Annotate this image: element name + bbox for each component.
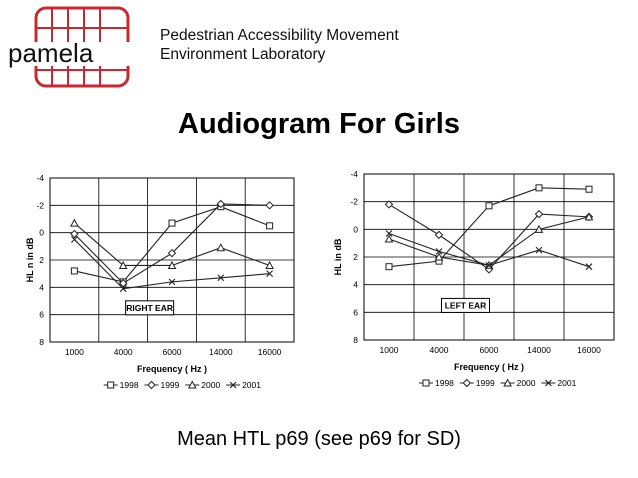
right-y-tick-label: 8 [39, 337, 44, 347]
right-point-2001 [119, 285, 127, 293]
slide-title: Audiogram For Girls [178, 108, 460, 140]
right-point-1999 [265, 201, 274, 210]
right-point-1999 [216, 199, 226, 209]
right-point-1999 [70, 229, 79, 239]
left-legend-label-1999: 1999 [476, 378, 495, 388]
right-point-1998 [70, 267, 78, 275]
right-point-2000 [265, 260, 274, 269]
right-y-axis-label: HL n in dB [25, 237, 35, 282]
right-x-tick-label: 4000 [114, 347, 133, 357]
right-point-2000 [216, 243, 226, 252]
slide-footer: Mean HTL p69 (see p69 for SD) [177, 428, 461, 450]
left-point-1998 [385, 263, 393, 271]
right-point-2001 [168, 278, 176, 286]
right-x-tick-label: 1000 [65, 347, 84, 357]
left-point-1998 [535, 184, 543, 192]
left-point-1999 [434, 230, 444, 240]
left-x-tick-label: 4000 [430, 345, 449, 355]
right-legend-marker-1998 [107, 381, 115, 389]
left-legend-marker-2000 [503, 378, 512, 387]
left-x-axis-label: Frequency ( Hz ) [454, 362, 524, 372]
left-series-line-1998 [388, 187, 590, 268]
right-y-tick-label: -2 [36, 200, 44, 210]
left-point-2001 [485, 261, 493, 269]
left-legend-label-2001: 2001 [557, 378, 576, 388]
left-legend-marker-1999 [462, 378, 472, 388]
right-point-2000 [70, 218, 79, 227]
left-point-2000 [584, 212, 594, 221]
left-legend-marker-2001 [545, 379, 552, 387]
left-legend-marker-1998 [422, 379, 430, 387]
left-y-tick-label: -2 [350, 197, 358, 207]
right-x-axis-label: Frequency ( Hz ) [137, 364, 207, 374]
right-legend-label-2001: 2001 [242, 380, 261, 390]
right-legend-marker-2000 [187, 380, 197, 389]
right-point-1999 [118, 279, 128, 288]
org-line-2: Environment Laboratory [160, 46, 326, 63]
left-y-tick-label: 0 [353, 224, 358, 234]
left-point-2001 [535, 246, 543, 254]
right-point-2000 [167, 260, 177, 269]
right-point-1998 [266, 222, 274, 230]
right-series-line-1998 [74, 206, 270, 283]
right-panel-label-box [125, 300, 175, 316]
right-x-tick-label: 14000 [209, 347, 233, 357]
right-y-tick-label: 6 [39, 310, 44, 320]
right-point-2001 [266, 270, 273, 278]
right-point-2000 [118, 260, 128, 269]
left-legend-label-1998: 1998 [435, 378, 454, 388]
left-point-1999 [384, 200, 394, 209]
left-x-tick-label: 14000 [527, 345, 551, 355]
right-x-tick-label: 16000 [258, 347, 282, 357]
right-y-tick-label: 2 [39, 255, 44, 265]
right-legend-marker-1999 [147, 380, 156, 390]
left-x-tick-label: 16000 [577, 345, 601, 355]
right-y-tick-label: -4 [36, 173, 44, 183]
left-series-line-1999 [388, 203, 590, 271]
left-panel-label: LEFT EAR [445, 300, 487, 310]
right-y-tick-label: 4 [39, 282, 44, 292]
left-point-1998 [585, 185, 593, 193]
left-series-line-2000 [388, 216, 590, 266]
left-point-1999 [534, 209, 544, 219]
right-legend-label-1999: 1999 [160, 380, 179, 390]
right-point-1999 [167, 248, 177, 258]
left-y-tick-label: 6 [353, 307, 358, 317]
left-point-2000 [534, 224, 544, 233]
right-series-line-2000 [74, 222, 270, 267]
right-series-line-1999 [74, 203, 270, 284]
right-point-2001 [71, 236, 78, 243]
right-legend-label-2000: 2000 [201, 380, 220, 390]
left-panel-label-box [441, 297, 490, 313]
left-y-tick-label: 4 [353, 280, 358, 290]
left-y-tick-label: -4 [350, 169, 358, 179]
right-point-1998 [168, 219, 176, 227]
left-point-2001 [385, 230, 393, 237]
left-y-tick-label: 8 [353, 335, 358, 345]
left-legend-label-2000: 2000 [517, 378, 536, 388]
right-legend-label-1998: 1998 [120, 380, 139, 390]
logo-text: pamela [8, 38, 94, 68]
left-ear-audiogram: -4 -2 0 2 4 6 8 1000 4000 6000 14000 16000 Frequency… [333, 169, 615, 388]
org-line-1: Pedestrian Accessibility Movement [160, 27, 399, 44]
left-point-2001 [435, 248, 443, 255]
left-x-tick-label: 1000 [380, 345, 399, 355]
left-point-2000 [384, 234, 394, 243]
left-point-2001 [585, 263, 593, 271]
right-point-2001 [217, 274, 225, 282]
left-y-axis-label: HL in dB [333, 238, 343, 275]
org-name: Pedestrian Accessibility Movement Enviro… [160, 26, 399, 64]
right-ear-audiogram: -4 -2 0 2 4 6 8 1000 4000 6000 14000 16000 Frequency… [25, 173, 295, 390]
right-y-tick-label: 0 [39, 228, 44, 238]
left-y-tick-label: 2 [353, 252, 358, 262]
right-legend-marker-2001 [229, 381, 237, 389]
right-x-tick-label: 6000 [163, 347, 182, 357]
left-x-tick-label: 6000 [480, 345, 499, 355]
left-point-1998 [485, 202, 493, 210]
right-panel-label: RIGHT EAR [126, 303, 173, 313]
left-point-2000 [434, 252, 444, 261]
pamela-logo: pamela [6, 6, 130, 88]
